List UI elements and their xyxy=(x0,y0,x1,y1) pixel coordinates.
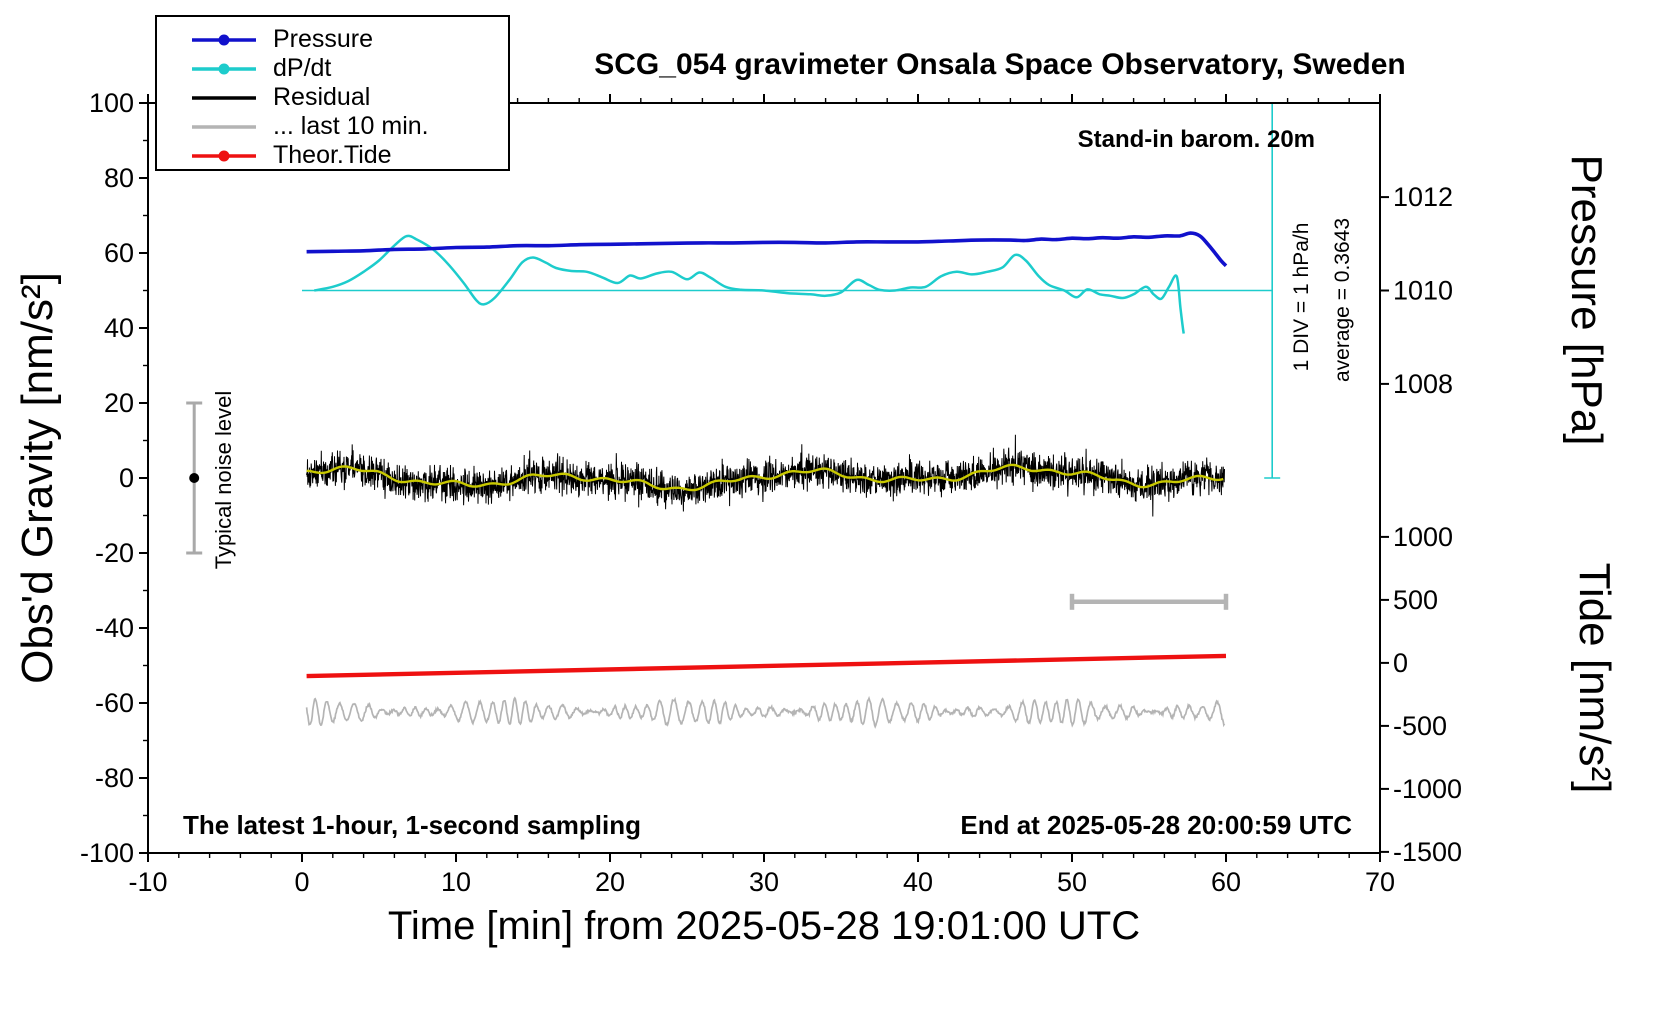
chart-title: SCG_054 gravimeter Onsala Space Observat… xyxy=(594,48,1406,81)
legend-item-theor-tide: Theor.Tide xyxy=(189,141,508,170)
dpdt-series xyxy=(314,234,1185,334)
x-tick-label: 60 xyxy=(1211,867,1241,897)
legend-item-residual: Residual xyxy=(189,83,508,112)
x-tick-label: 10 xyxy=(441,867,471,897)
theor-tide-line-swatch xyxy=(192,150,256,161)
dpdt-line-swatch xyxy=(192,63,256,74)
tide-tick-label: -1000 xyxy=(1393,774,1462,804)
y-left-tick-label: 0 xyxy=(119,463,134,493)
legend-label-theor-tide: Theor.Tide xyxy=(273,141,392,169)
x-tick-label: -10 xyxy=(128,867,167,897)
legend: Pressure dP/dt Residual ... last 10 min.… xyxy=(155,15,510,171)
pressure-tick-label: 1008 xyxy=(1393,369,1453,399)
residual-line-swatch xyxy=(192,95,256,100)
div-scale-label: 1 DIV = 1 hPa/h xyxy=(1290,222,1313,372)
average-label: average = 0.3643 xyxy=(1331,217,1354,383)
pressure-series xyxy=(306,231,1228,268)
x-tick-label: 0 xyxy=(294,867,309,897)
y-left-tick-label: -80 xyxy=(95,763,134,793)
noise-bar-dot xyxy=(189,473,200,483)
tide-tick-label: 500 xyxy=(1393,585,1438,615)
last10-line-swatch xyxy=(192,124,256,129)
x-tick-label: 20 xyxy=(595,867,625,897)
legend-item-pressure: Pressure xyxy=(189,25,508,54)
last10-series xyxy=(305,695,1226,729)
x-axis-label: Time [min] from 2025-05-28 19:01:00 UTC xyxy=(387,904,1141,948)
y-left-tick-label: 60 xyxy=(104,238,134,268)
end-time-note: End at 2025-05-28 20:00:59 UTC xyxy=(960,810,1352,840)
y-left-tick-label: -100 xyxy=(80,838,134,868)
legend-label-last10: ... last 10 min. xyxy=(273,112,429,140)
noise-level-label: Typical noise level xyxy=(211,390,236,570)
tide-tick-label: 0 xyxy=(1393,648,1408,678)
y-axis-label-tide: Tide [nm/s²] xyxy=(1570,562,1619,794)
y-left-tick-label: 100 xyxy=(89,88,134,118)
y-axis-label-gravity: Obs'd Gravity [nm/s²] xyxy=(13,272,62,684)
pressure-tick-label: 1010 xyxy=(1393,276,1453,306)
residual-smooth-series xyxy=(306,463,1224,492)
y-left-tick-label: 80 xyxy=(104,163,134,193)
theor-tide-series xyxy=(306,653,1227,679)
tide-tick-label: -500 xyxy=(1393,711,1447,741)
x-tick-label: 30 xyxy=(749,867,779,897)
legend-label-pressure: Pressure xyxy=(273,25,374,53)
y-left-tick-label: -20 xyxy=(95,538,134,568)
stand-in-barom-note: Stand-in barom. 20m xyxy=(1077,126,1315,153)
residual-series xyxy=(306,434,1225,517)
tide-tick-label: 1000 xyxy=(1393,522,1453,552)
y-left-tick-label: -60 xyxy=(95,688,134,718)
x-tick-label: 50 xyxy=(1057,867,1087,897)
pressure-tick-label: 1012 xyxy=(1393,182,1453,212)
x-tick-label: 70 xyxy=(1365,867,1395,897)
y-axis-label-pressure: Pressure [hPa] xyxy=(1562,154,1611,446)
y-left-tick-label: 40 xyxy=(104,313,134,343)
legend-item-dpdt: dP/dt xyxy=(189,54,508,83)
x-tick-label: 40 xyxy=(903,867,933,897)
legend-label-dpdt: dP/dt xyxy=(273,54,332,82)
y-left-tick-label: 20 xyxy=(104,388,134,418)
tide-tick-label: -1500 xyxy=(1393,837,1462,867)
y-left-tick-label: -40 xyxy=(95,613,134,643)
sampling-note: The latest 1-hour, 1-second sampling xyxy=(183,810,641,840)
pressure-line-swatch xyxy=(192,34,256,45)
legend-item-last10: ... last 10 min. xyxy=(189,112,508,141)
legend-label-residual: Residual xyxy=(273,83,371,111)
